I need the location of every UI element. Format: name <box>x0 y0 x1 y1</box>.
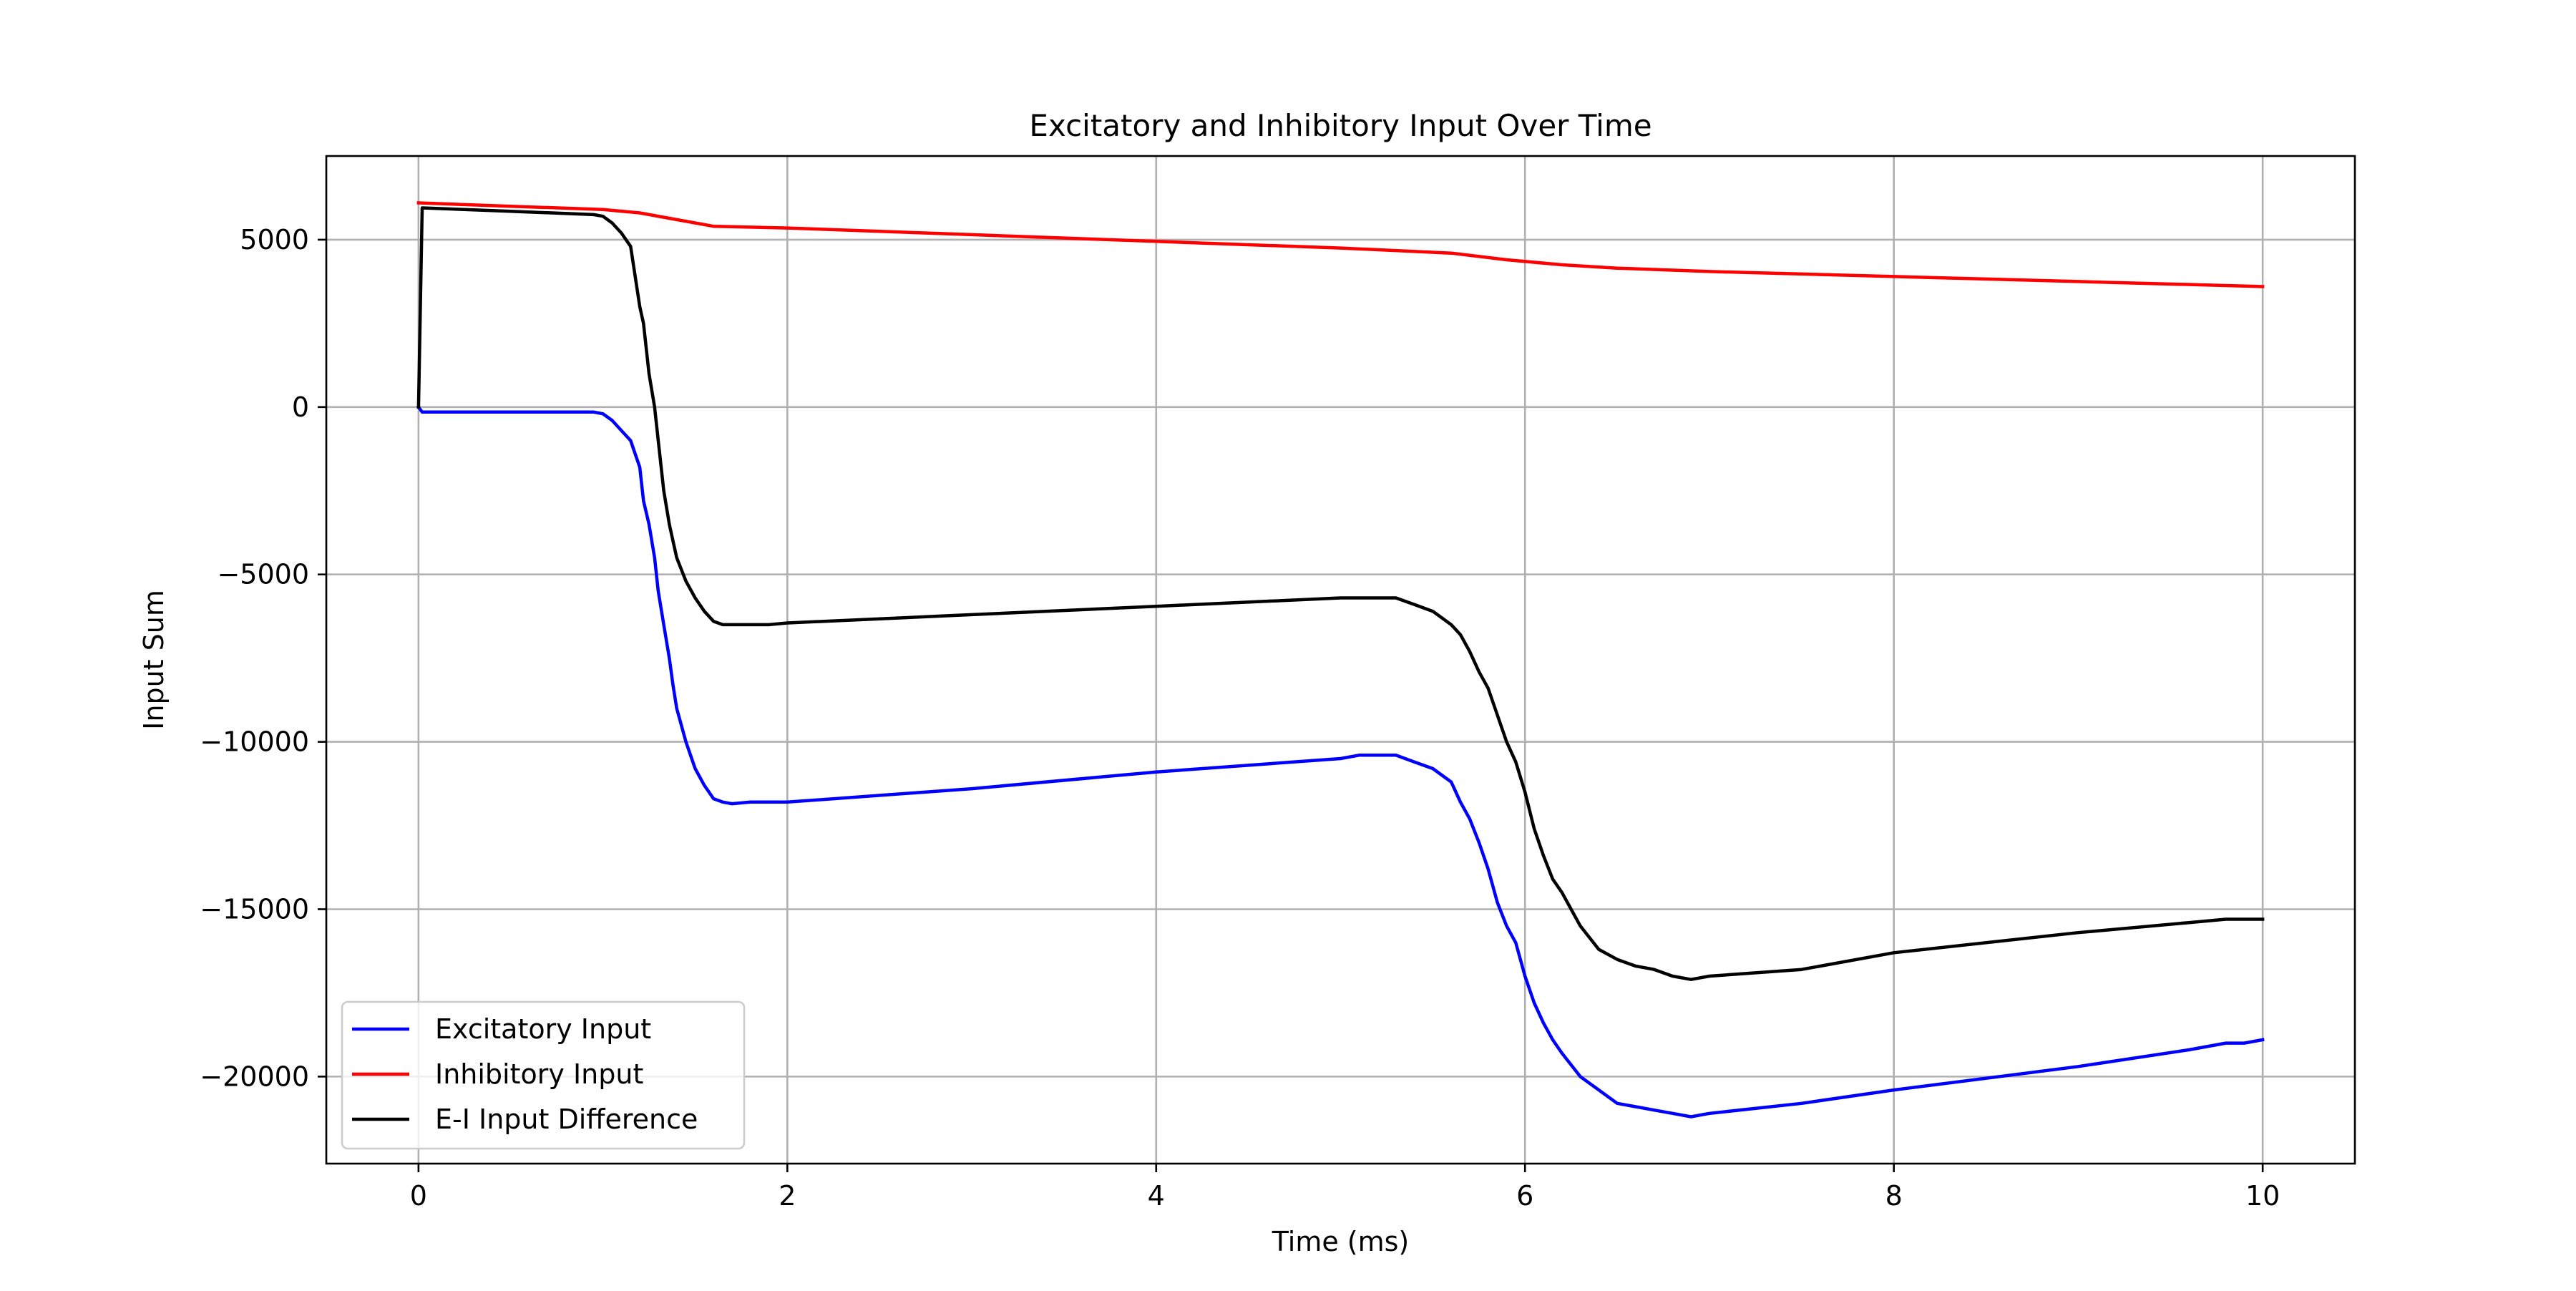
y-axis-label: Input Sum <box>138 590 170 730</box>
y-tick-label: −10000 <box>200 726 309 758</box>
legend: Excitatory Input Inhibitory Input E-I Inpu… <box>341 1000 746 1150</box>
chart-title: Excitatory and Inhibitory Input Over Tim… <box>1029 108 1652 143</box>
x-tick-label: 6 <box>1516 1180 1533 1212</box>
x-tick-label: 8 <box>1885 1180 1903 1212</box>
x-tick-label: 2 <box>779 1180 796 1212</box>
legend-box <box>341 1000 746 1150</box>
series-lines <box>416 201 2265 1119</box>
axes-frame <box>325 155 2356 1165</box>
x-axis-label: Time (ms) <box>1272 1226 1410 1257</box>
x-tick-label: 4 <box>1148 1180 1165 1212</box>
y-tick-label: −15000 <box>200 893 309 925</box>
x-tick-label: 0 <box>410 1180 427 1212</box>
grid <box>326 156 2355 1164</box>
y-tick-label: 0 <box>292 391 309 423</box>
series-line-inhibitory-input <box>416 201 2265 288</box>
y-tick-label: −20000 <box>200 1061 309 1092</box>
legend-label: Inhibitory Input <box>435 1058 643 1090</box>
legend-label: E-I Input Difference <box>435 1104 698 1135</box>
series-line-e-i-input-difference <box>416 206 2265 981</box>
y-tick-label: 5000 <box>240 224 309 255</box>
x-tick-label: 10 <box>2245 1180 2280 1212</box>
series-line-excitatory-input <box>416 404 2265 1119</box>
y-tick-label: −5000 <box>217 559 309 590</box>
axis-ticks: 0 2 4 6 8 10 5000 0 −5000 −10000 −15000 −20000 <box>200 224 2280 1212</box>
legend-label: Excitatory Input <box>435 1013 651 1045</box>
